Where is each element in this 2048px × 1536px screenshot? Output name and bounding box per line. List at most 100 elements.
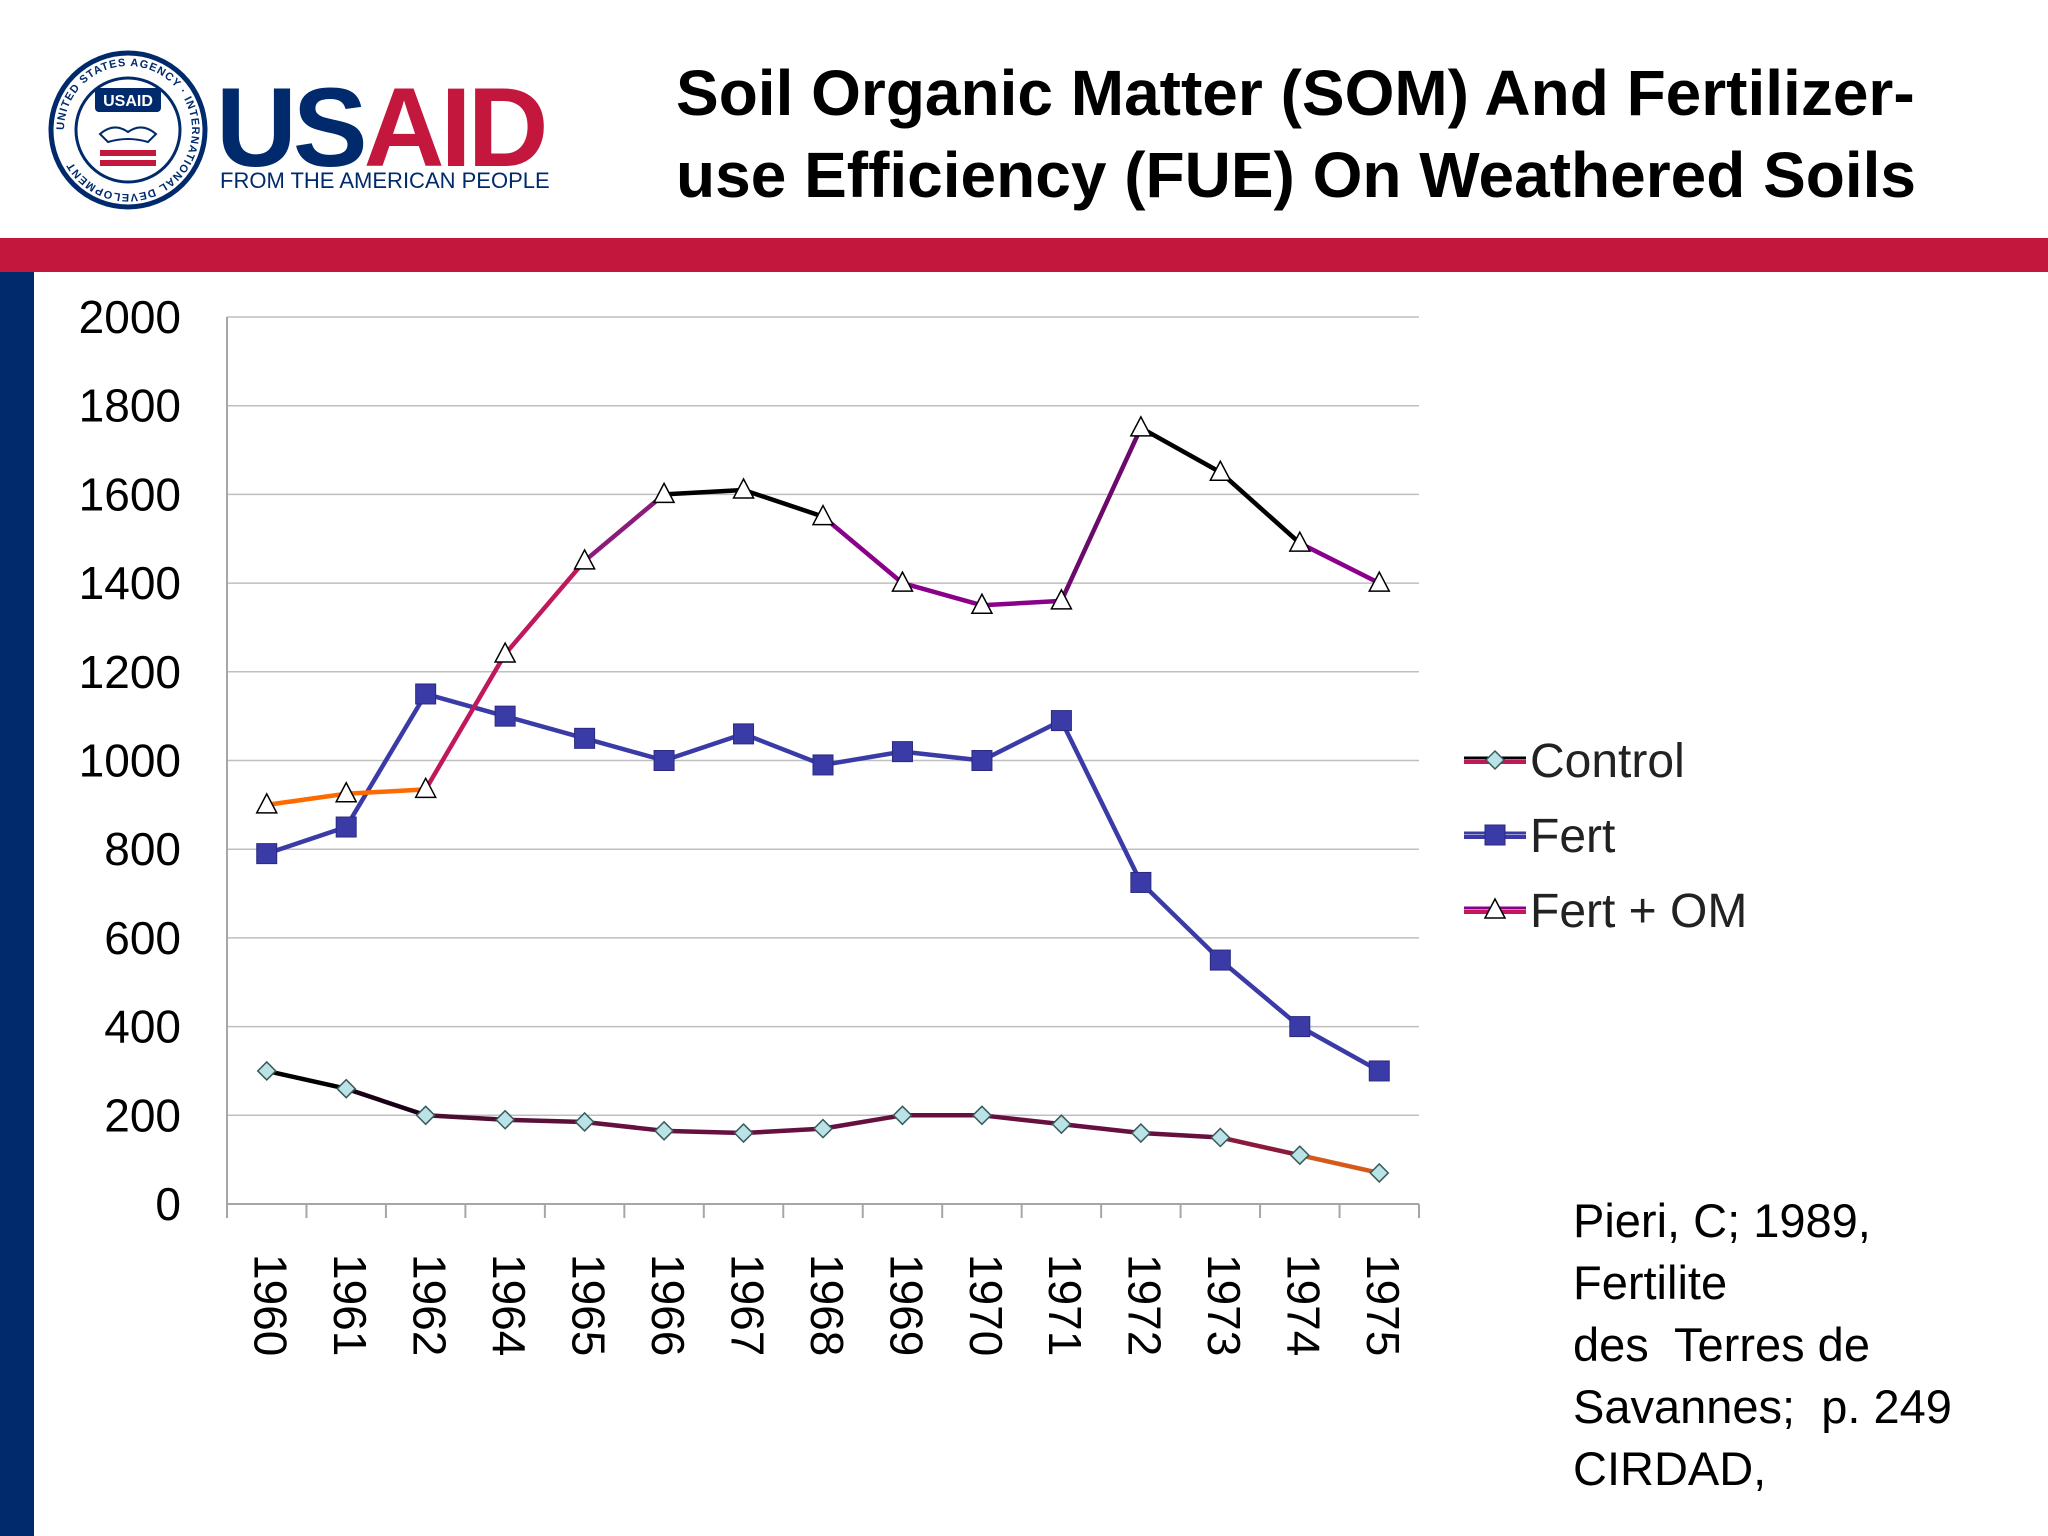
seal-badge-text: USAID [103,93,153,110]
fert-point [415,683,437,705]
y-tick-label: 1000 [79,735,181,787]
x-tick-label: 1964 [483,1254,535,1356]
fert-om-point [573,548,596,570]
series-segment [820,514,905,586]
series-segment [264,791,349,808]
series-segment [741,487,826,519]
control-point [495,1109,516,1130]
control-point [892,1105,913,1126]
series-segment [1218,957,1303,1029]
slide-title: Soil Organic Matter (SOM) And Fertilizer… [676,52,2026,216]
series-fert-om [255,415,1391,814]
legend-label: Control [1530,735,1685,788]
legend-label: Fert + OM [1530,885,1747,938]
y-tick-label: 1200 [79,646,181,698]
fert-om-point [811,503,835,526]
blue-side-bar [0,272,34,1536]
series-segment [661,1128,746,1136]
x-tick-label: 1973 [1198,1254,1250,1356]
usaid-logo: UNITED STATES AGENCY · INTERNATIONAL DEV… [48,50,550,210]
series-segment [264,824,349,856]
fert-point [812,754,834,776]
slide-title-line-1: Soil Organic Matter (SOM) And Fertilizer… [676,57,1915,129]
series-segment [343,787,428,797]
series-segment [900,580,985,608]
control-point [1130,1122,1151,1144]
x-tick-label: 1960 [245,1254,297,1356]
citation-line: des Terres de [1573,1318,1870,1371]
y-tick-label: 800 [104,823,181,875]
series-segment [900,749,985,763]
fert-point [335,816,357,838]
control-point [812,1118,834,1139]
series-segment [502,1117,587,1125]
red-divider-bar [0,238,2048,272]
series-segment [741,731,826,768]
series-segment [661,731,746,763]
control-point [574,1111,595,1133]
y-tick-label: 1600 [79,468,181,520]
fert-point [1050,710,1072,732]
legend-label: Fert [1530,810,1615,863]
fert-om-point [732,477,755,499]
series-segment [1297,540,1382,586]
y-tick-label: 600 [104,912,181,964]
x-tick-label: 1970 [960,1254,1012,1356]
fert-point [653,750,675,771]
line-chart: 0 200 400 600 800 1000 1200 1400 1600 1800 2000 196… [79,291,1748,1356]
x-tick-label: 1968 [801,1254,853,1356]
fert-om-point [1050,588,1073,610]
series-segment [979,1113,1064,1127]
series-segment [1218,1135,1303,1158]
series-segment [502,558,587,657]
series-segment [582,1119,667,1134]
y-tick-label: 2000 [79,291,181,343]
series-segment [582,736,667,763]
fert-point [1130,871,1152,893]
series-segment [979,718,1064,763]
fert-om-point [891,570,914,592]
x-tick-label: 1971 [1039,1254,1091,1356]
fert-om-point [1368,570,1391,592]
series-control [256,1060,1390,1184]
series-segment [741,1126,826,1136]
fert-om-point [255,792,278,814]
usaid-wordmark: USAID [216,65,545,190]
y-tick-label: 1400 [79,557,181,609]
citation-line: Pieri, C; 1989, [1573,1194,1871,1247]
x-tick-label: 1966 [642,1254,694,1356]
x-tick-label: 1972 [1119,1254,1171,1356]
fert-om-point [652,481,676,504]
citation: Pieri, C; 1989, Fertilite des Terres de … [1573,1190,1952,1500]
legend-entry: Fert [1464,810,1615,863]
series-segment [820,1113,905,1131]
series-segment [1138,1130,1223,1140]
series-segment [1297,1152,1382,1176]
control-point [415,1105,436,1126]
series-segment [343,1086,428,1118]
y-tick-label: 400 [104,1001,181,1053]
fert-om-point [334,781,358,803]
legend-entry: Control [1464,735,1685,788]
fert-point [891,741,913,763]
series-segment [423,651,508,792]
series-segment [1059,425,1144,604]
fert-om-point [1129,415,1153,437]
fert-om-point [1288,530,1312,552]
fert-om-point [1483,897,1507,919]
fert-point [1368,1060,1390,1082]
fert-om-point [493,641,517,663]
y-tick-label: 200 [104,1089,181,1141]
handshake-icon [98,126,158,144]
control-point [1484,749,1506,771]
y-tick-label: 1800 [79,380,181,432]
series-fert [256,683,1390,1082]
x-tick-label: 1961 [324,1254,376,1356]
control-point [1369,1162,1390,1184]
control-point [1289,1145,1310,1166]
series-segment [661,487,746,497]
citation-line: CIRDAD, [1573,1442,1767,1495]
fert-point [971,750,993,771]
usaid-seal-icon: UNITED STATES AGENCY · INTERNATIONAL DEV… [48,50,208,210]
x-tick-label: 1969 [880,1254,932,1356]
